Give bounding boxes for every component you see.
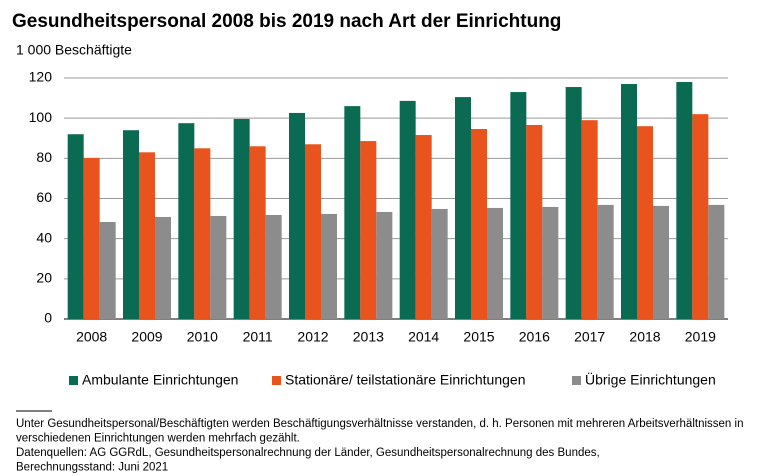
- bar: [99, 221, 116, 319]
- chart-subtitle: 1 000 Beschäftigte: [16, 42, 132, 58]
- bar: [376, 211, 393, 319]
- legend-label: Übrige Einrichtungen: [585, 371, 716, 388]
- bar: [581, 120, 598, 319]
- bar: [455, 97, 471, 320]
- footnote: Berechnungsstand: Juni 2021: [16, 462, 168, 474]
- y-tick-label: 40: [36, 229, 52, 245]
- bar: [305, 144, 321, 319]
- y-tick-label: 60: [36, 189, 52, 205]
- bar: [708, 204, 725, 319]
- footnote: verschiedenen Einrichtungen werden mehrf…: [16, 433, 300, 445]
- bar: [431, 208, 448, 319]
- legend-swatch: [69, 376, 78, 385]
- bar: [542, 206, 559, 319]
- legend-label: Ambulante Einrichtungen: [82, 372, 238, 388]
- bar: [487, 207, 503, 319]
- bar: [692, 114, 709, 320]
- bar: [415, 135, 432, 319]
- x-tick-label: 2013: [353, 329, 384, 345]
- bar: [249, 146, 266, 319]
- bar: [399, 100, 416, 320]
- x-tick-label: 2014: [408, 329, 439, 345]
- y-tick-label: 0: [44, 310, 52, 326]
- bar: [178, 123, 195, 319]
- x-tick-label: 2019: [685, 329, 716, 345]
- bar: [621, 84, 637, 320]
- bar: [597, 204, 614, 319]
- bar: [155, 216, 171, 319]
- bar: [360, 141, 377, 319]
- bar: [265, 214, 282, 319]
- bar: [210, 215, 227, 319]
- bar: [233, 118, 250, 319]
- x-tick-label: 2009: [131, 329, 162, 345]
- x-tick-label: 2011: [243, 329, 273, 345]
- bar: [510, 92, 527, 319]
- bar: [526, 124, 543, 320]
- legend-label: Stationäre/ teilstationäre Einrichtungen: [285, 372, 525, 388]
- legend-swatch: [572, 376, 581, 385]
- bar: [653, 205, 669, 319]
- x-tick-label: 2017: [574, 329, 605, 345]
- x-tick-label: 2008: [76, 329, 107, 345]
- bar: [321, 213, 337, 319]
- footnote: Datenquellen: AG GGRdL, Gesundheitsperso…: [16, 447, 600, 459]
- bar: [289, 112, 305, 319]
- bar: [637, 126, 653, 319]
- bar: [676, 82, 693, 320]
- y-tick-label: 120: [29, 69, 53, 85]
- x-tick-label: 2016: [519, 329, 550, 345]
- legend-swatch: [272, 376, 281, 385]
- x-tick-label: 2010: [187, 329, 218, 345]
- bar: [83, 157, 100, 319]
- y-tick-label: 100: [29, 109, 53, 125]
- y-tick-label: 20: [36, 270, 52, 286]
- y-tick-label: 80: [36, 149, 52, 165]
- x-tick-label: 2018: [629, 329, 660, 345]
- chart-title: Gesundheitspersonal 2008 bis 2019 nach A…: [12, 11, 561, 32]
- bar: [194, 148, 211, 319]
- bar: [471, 129, 487, 319]
- footnote: Unter Gesundheitspersonal/Beschäftigten …: [16, 418, 743, 430]
- bar: [565, 87, 582, 319]
- x-tick-label: 2015: [463, 329, 494, 345]
- bar: [139, 152, 155, 319]
- bar: [67, 134, 84, 319]
- bar: [344, 106, 361, 319]
- x-tick-label: 2012: [297, 329, 328, 345]
- bar: [123, 130, 139, 319]
